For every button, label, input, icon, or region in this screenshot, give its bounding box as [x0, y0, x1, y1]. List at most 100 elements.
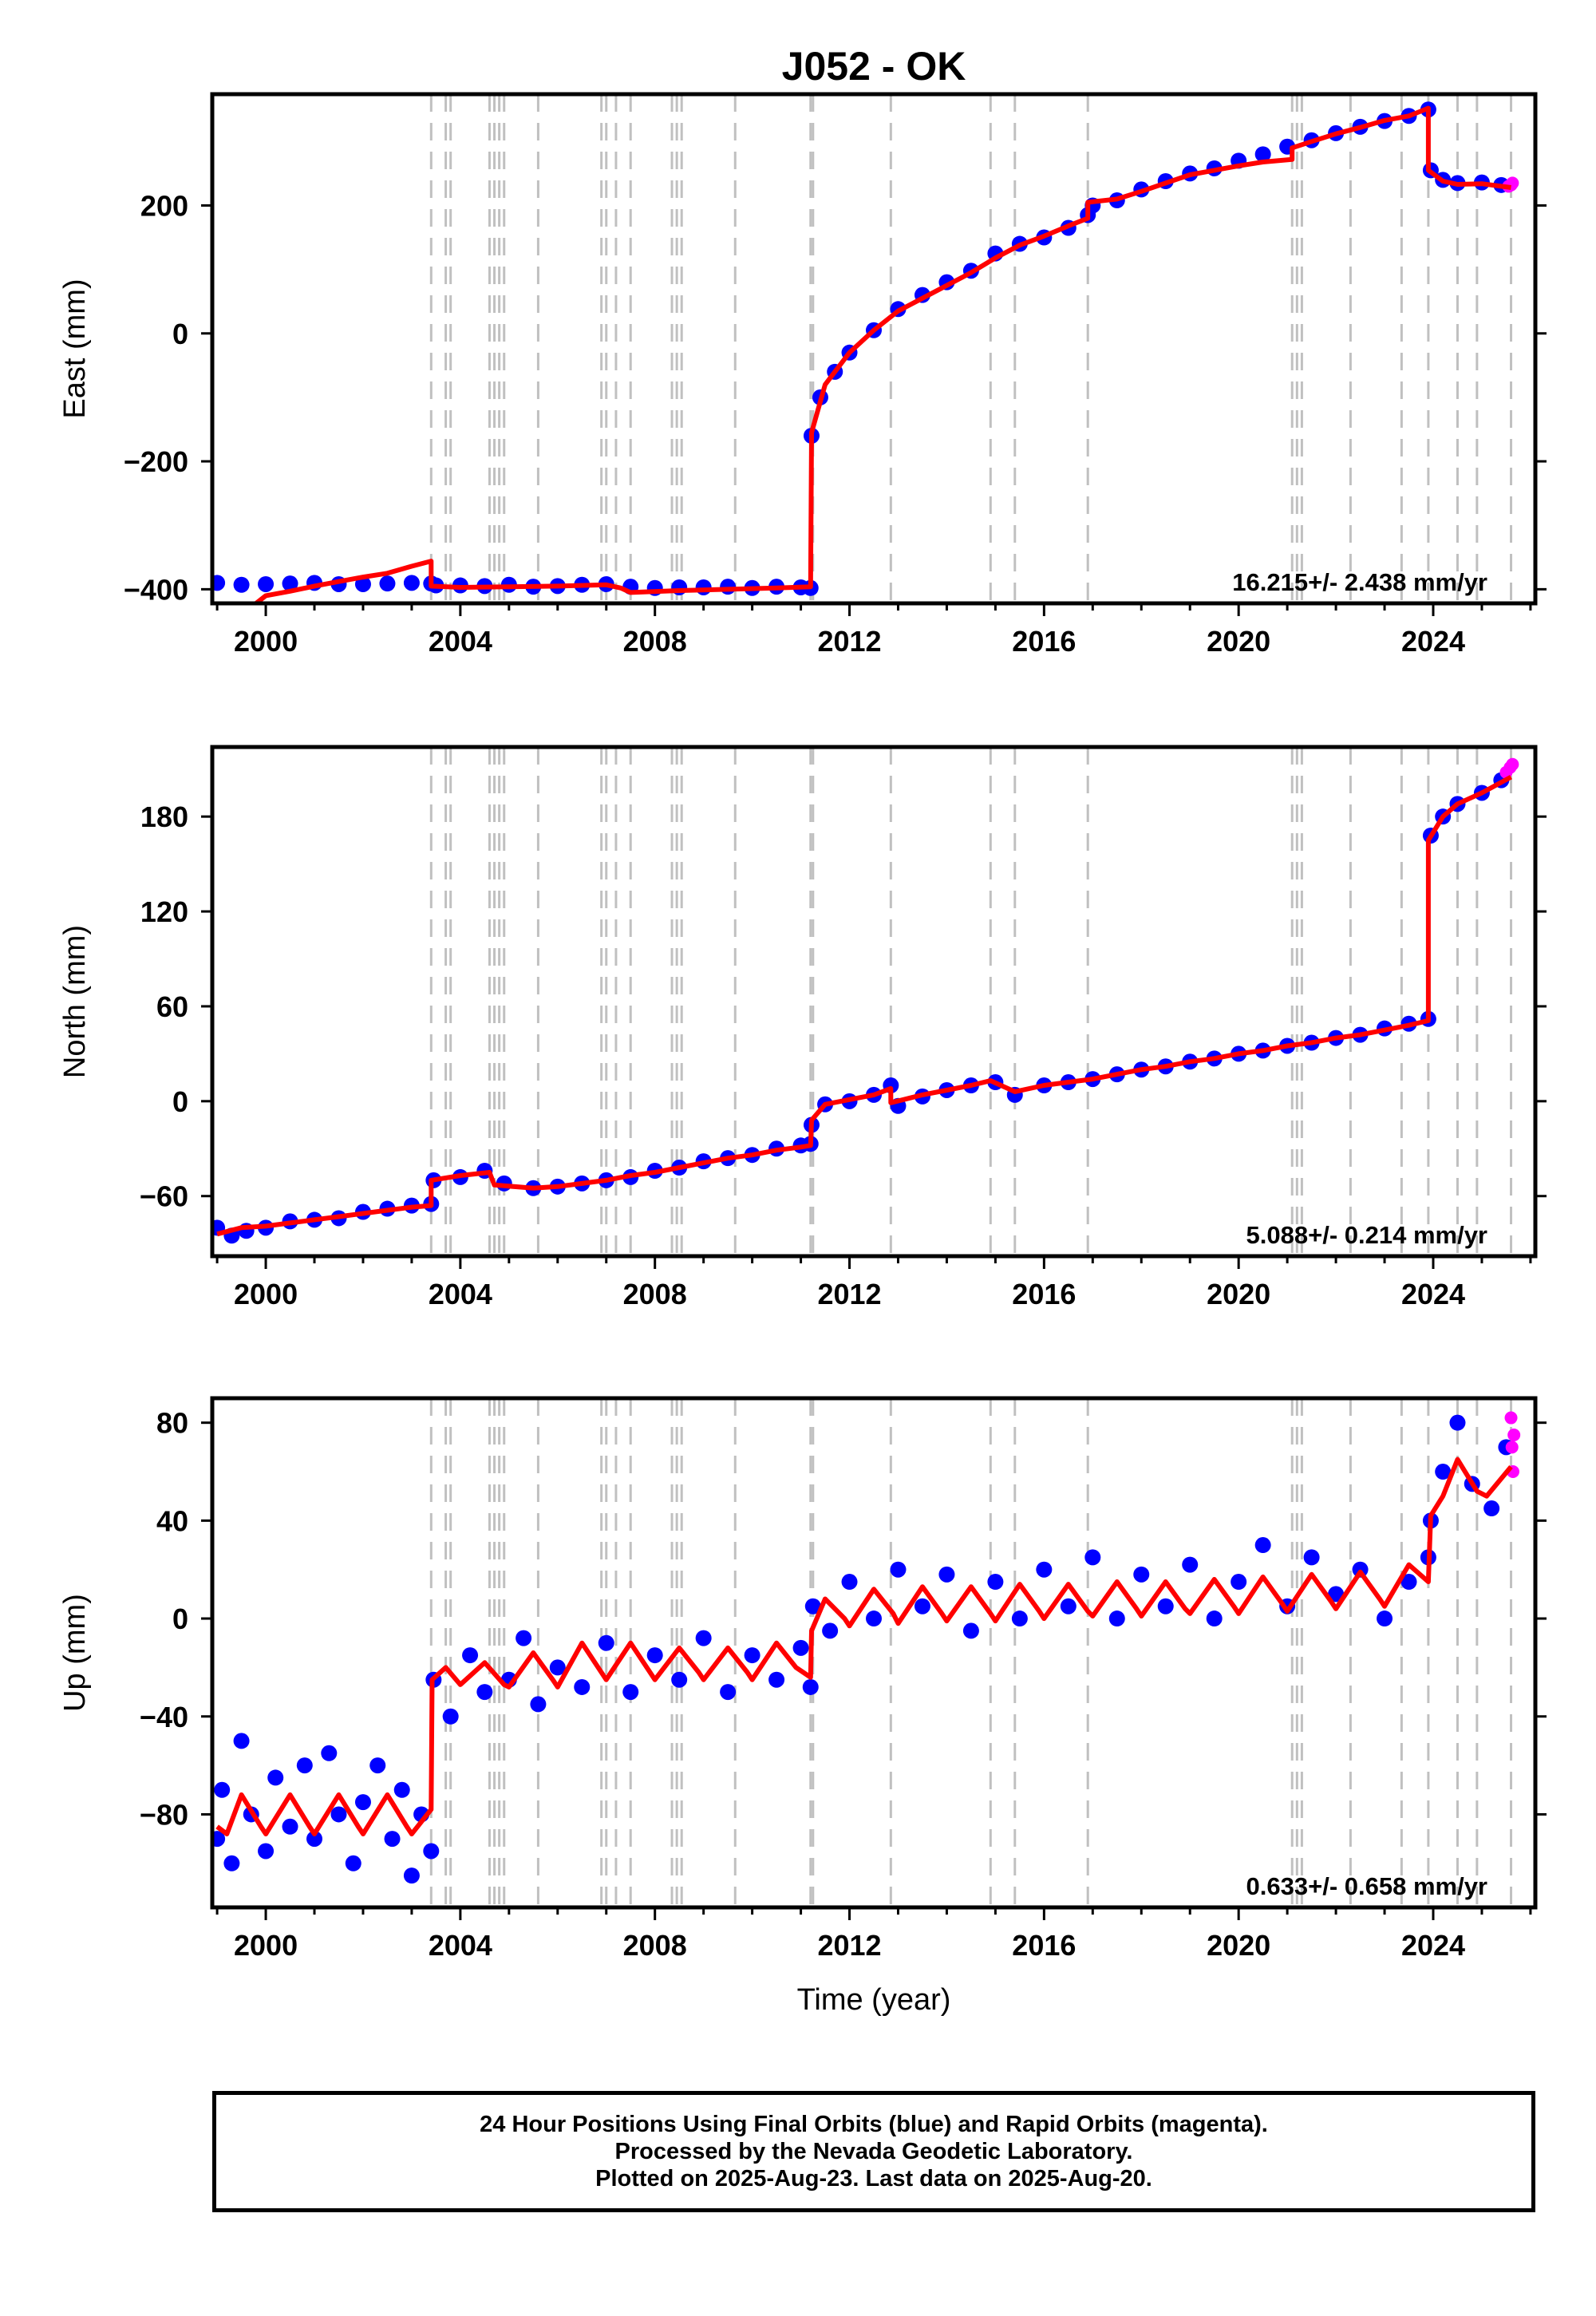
final-orbit-point	[379, 575, 396, 592]
x-tick-label: 2020	[1207, 1278, 1270, 1310]
y-tick-label: −60	[140, 1180, 188, 1213]
rate-label: 5.088+/- 0.214 mm/yr	[1246, 1221, 1487, 1249]
final-orbit-point	[306, 1831, 323, 1848]
final-orbit-point	[1483, 1500, 1500, 1517]
final-orbit-point	[1328, 1586, 1345, 1603]
final-orbit-point	[1435, 1464, 1452, 1480]
final-orbit-point	[720, 1684, 737, 1701]
y-axis-label: North (mm)	[58, 925, 92, 1078]
y-tick-label: −80	[140, 1798, 188, 1831]
final-orbit-point	[403, 1867, 420, 1884]
x-tick-label: 2012	[817, 625, 881, 658]
final-orbit-point	[354, 1794, 371, 1811]
final-orbit-point	[476, 1684, 493, 1701]
final-orbit-point	[720, 579, 737, 595]
x-tick-label: 2020	[1207, 625, 1270, 658]
final-orbit-point	[938, 1566, 955, 1583]
final-orbit-point	[802, 1678, 819, 1695]
final-orbit-point	[987, 1574, 1004, 1591]
plot-area	[212, 94, 1519, 603]
final-orbit-point	[768, 1671, 785, 1688]
x-tick-label: 2004	[429, 1278, 492, 1310]
final-orbit-point	[258, 575, 275, 592]
footer-line-2: Processed by the Nevada Geodetic Laborat…	[614, 2139, 1133, 2164]
final-orbit-point	[1011, 1611, 1028, 1627]
final-orbit-point	[462, 1647, 479, 1664]
final-orbit-point	[384, 1831, 401, 1848]
final-orbit-point	[962, 1622, 979, 1639]
final-orbit-point	[321, 1745, 338, 1761]
final-orbit-point	[282, 575, 298, 592]
y-tick-label: −40	[140, 1701, 188, 1733]
final-orbit-point	[1206, 1611, 1223, 1627]
x-tick-label: 2020	[1207, 1929, 1270, 1962]
final-orbit-point	[1377, 1611, 1393, 1627]
final-orbit-point	[914, 1598, 930, 1614]
final-orbit-point	[866, 1611, 882, 1627]
x-tick-label: 2024	[1401, 1278, 1465, 1310]
final-orbit-point	[282, 1818, 298, 1835]
x-tick-label: 2000	[234, 625, 298, 658]
model-fit-line	[216, 774, 1512, 1237]
final-orbit-point	[233, 576, 250, 593]
x-tick-label: 2000	[234, 1278, 298, 1310]
footer-line-3: Plotted on 2025-Aug-23. Last data on 202…	[595, 2166, 1152, 2192]
plot-frame	[210, 745, 1538, 1259]
plot-area	[212, 747, 1519, 1256]
x-tick-label: 2024	[1401, 625, 1465, 658]
y-tick-label: 120	[140, 895, 188, 928]
y-tick-label: 0	[172, 318, 188, 350]
x-tick-label: 2008	[623, 1278, 687, 1310]
final-orbit-point	[223, 1855, 240, 1871]
final-orbit-point	[1400, 1574, 1417, 1591]
x-tick-label: 2012	[817, 1929, 881, 1962]
chart-title: J052 - OK	[782, 44, 966, 89]
final-orbit-point	[212, 575, 226, 591]
panel-2: −60 0 60 120 180 2000 2004 2008 2012 2016 2020 2024…	[58, 745, 1547, 1310]
footer-line-1: 24 Hour Positions Using Final Orbits (bl…	[480, 2112, 1268, 2137]
plot-frame	[210, 92, 1538, 606]
final-orbit-point	[403, 575, 420, 591]
final-orbit-point	[1133, 1566, 1150, 1583]
final-orbit-point	[267, 1769, 284, 1786]
final-orbit-point	[1254, 146, 1271, 163]
x-tick-label: 2016	[1012, 1929, 1076, 1962]
final-orbit-point	[212, 1831, 226, 1848]
y-tick-label: 0	[172, 1085, 188, 1118]
final-orbit-point	[1084, 1549, 1101, 1566]
final-orbit-point	[804, 1598, 821, 1614]
x-tick-label: 2008	[623, 625, 687, 658]
final-orbit-point	[233, 1733, 250, 1749]
final-orbit-point	[622, 1684, 639, 1701]
final-orbit-point	[646, 1647, 663, 1664]
final-orbit-point	[744, 1647, 760, 1664]
final-orbit-point	[574, 1678, 591, 1695]
x-tick-label: 2016	[1012, 625, 1076, 658]
rapid-orbit-point	[1506, 757, 1519, 771]
x-tick-label: 2012	[817, 1278, 881, 1310]
y-tick-label: 80	[156, 1407, 188, 1440]
final-orbit-point	[442, 1708, 459, 1725]
y-axis-label: East (mm)	[58, 279, 92, 418]
final-orbit-point	[598, 1634, 614, 1651]
final-orbit-point	[258, 1843, 275, 1860]
y-tick-label: −400	[124, 573, 188, 606]
final-orbit-point	[792, 1639, 809, 1656]
final-orbit-point	[516, 1630, 532, 1646]
x-tick-label: 2004	[429, 625, 492, 658]
final-orbit-point	[1303, 1549, 1320, 1566]
panel-1: −400 −200 0 200 2000 2004 2008 2012 2016 2020 2024…	[58, 92, 1547, 658]
y-tick-label: 40	[156, 1504, 188, 1537]
final-orbit-point	[1254, 1537, 1271, 1554]
final-orbit-point	[330, 1806, 347, 1823]
final-orbit-point	[296, 1757, 313, 1774]
final-orbit-point	[671, 1671, 688, 1688]
model-fit-line	[215, 1456, 1513, 1836]
final-orbit-point	[695, 579, 712, 595]
final-orbit-point	[423, 1843, 440, 1860]
panel-3: −80 −40 0 40 80 2000 2004 2008 2012 2016 2020 2024 U…	[58, 1396, 1547, 1962]
final-orbit-point	[1108, 1611, 1125, 1627]
rate-label: 0.633+/- 0.658 mm/yr	[1246, 1872, 1487, 1900]
